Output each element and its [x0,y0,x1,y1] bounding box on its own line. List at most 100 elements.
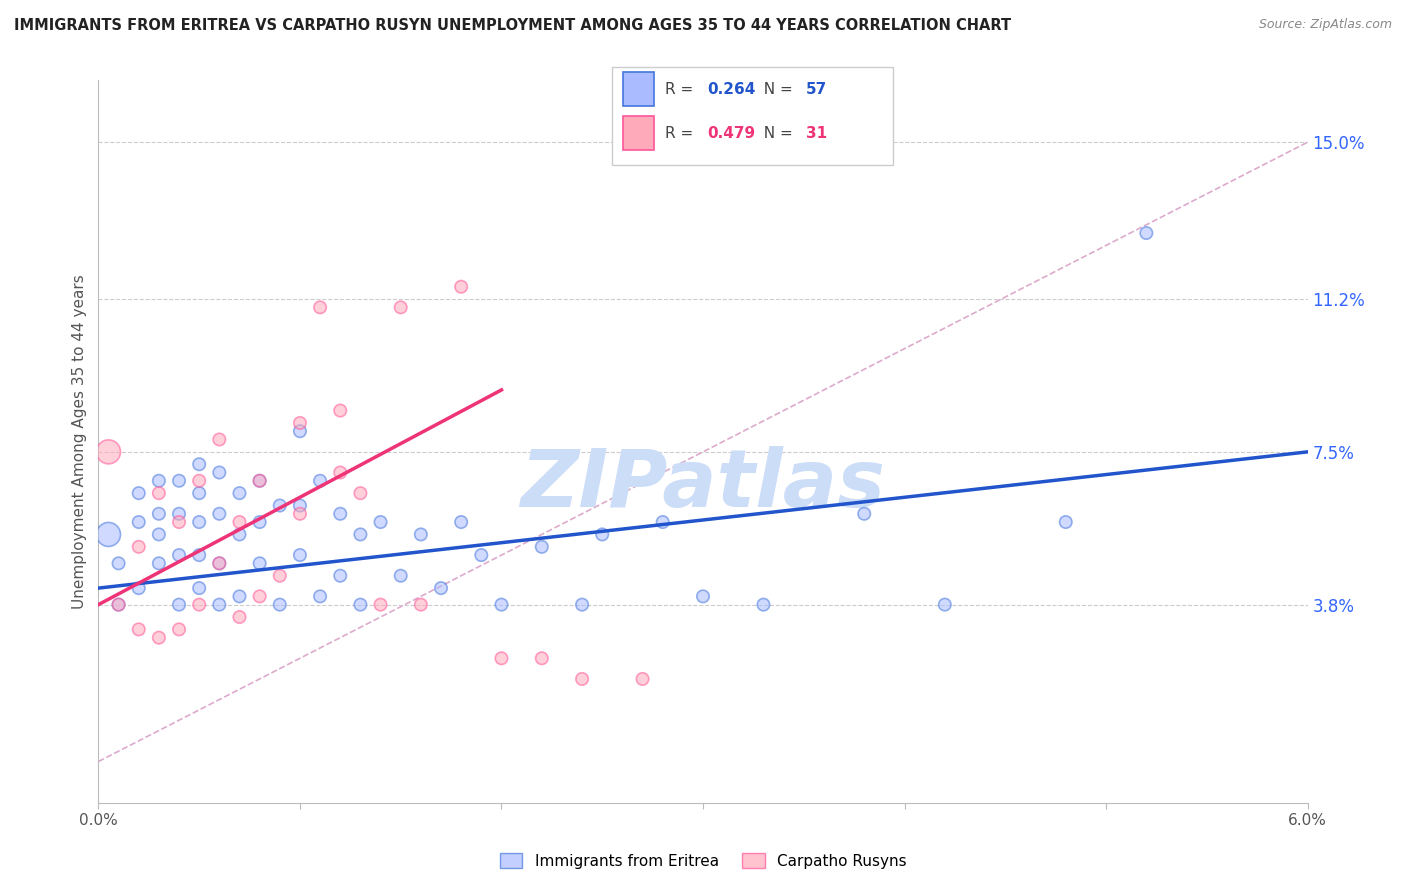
Point [309,474,332,488]
Point [269,499,291,513]
Text: 57: 57 [806,82,827,96]
Text: 0.479: 0.479 [707,126,755,141]
Text: R =: R = [665,126,699,141]
Text: ZIPatlas: ZIPatlas [520,446,886,524]
Point [249,474,271,488]
Point [530,651,553,665]
Point [167,474,190,488]
Point [571,672,593,686]
Point [288,548,311,562]
Point [450,279,472,293]
Point [228,590,250,604]
Point [167,548,190,562]
Point [148,486,170,500]
Point [228,527,250,541]
Point [128,515,150,529]
Point [752,598,775,612]
Point [389,301,412,315]
Point [188,581,211,595]
Point [188,474,211,488]
Point [249,515,271,529]
Point [128,623,150,637]
Point [450,515,472,529]
Point [188,598,211,612]
Point [148,557,170,571]
Point [288,416,311,430]
Text: R =: R = [665,82,699,96]
Point [97,527,120,541]
Point [167,598,190,612]
Point [409,598,432,612]
Point [249,474,271,488]
Point [107,598,129,612]
Point [148,527,170,541]
Point [349,598,371,612]
Point [1135,226,1157,240]
Point [107,557,129,571]
Point [349,527,371,541]
Point [370,515,392,529]
Text: 0.264: 0.264 [707,82,755,96]
Point [349,486,371,500]
Point [631,672,654,686]
Point [370,598,392,612]
Point [208,507,231,521]
Point [329,403,352,417]
Point [288,499,311,513]
Point [269,568,291,582]
Point [188,486,211,500]
Point [309,590,332,604]
Point [571,598,593,612]
Point [208,598,231,612]
Point [249,590,271,604]
Point [530,540,553,554]
Text: N =: N = [754,126,797,141]
Point [208,557,231,571]
Point [934,598,956,612]
Point [288,424,311,438]
Point [228,515,250,529]
Point [188,515,211,529]
Point [491,598,513,612]
Point [329,507,352,521]
Point [309,301,332,315]
Point [167,515,190,529]
Point [128,486,150,500]
Point [167,623,190,637]
Point [853,507,876,521]
Point [148,631,170,645]
Point [491,651,513,665]
Point [107,598,129,612]
Point [329,466,352,480]
Point [591,527,613,541]
Point [470,548,492,562]
Point [128,581,150,595]
Text: Source: ZipAtlas.com: Source: ZipAtlas.com [1258,18,1392,31]
Point [249,557,271,571]
Point [651,515,673,529]
Point [269,598,291,612]
Point [208,466,231,480]
Text: IMMIGRANTS FROM ERITREA VS CARPATHO RUSYN UNEMPLOYMENT AMONG AGES 35 TO 44 YEARS: IMMIGRANTS FROM ERITREA VS CARPATHO RUSY… [14,18,1011,33]
Point [128,540,150,554]
Point [188,457,211,471]
Point [692,590,714,604]
Point [288,507,311,521]
Point [148,474,170,488]
Point [148,507,170,521]
Point [208,557,231,571]
Point [409,527,432,541]
Point [208,433,231,447]
Text: 31: 31 [806,126,827,141]
Legend: Immigrants from Eritrea, Carpatho Rusyns: Immigrants from Eritrea, Carpatho Rusyns [494,847,912,875]
Text: N =: N = [754,82,797,96]
Point [228,486,250,500]
Point [1054,515,1077,529]
Point [188,548,211,562]
Point [389,568,412,582]
Y-axis label: Unemployment Among Ages 35 to 44 years: Unemployment Among Ages 35 to 44 years [72,274,87,609]
Point [97,445,120,459]
Point [167,507,190,521]
Point [228,610,250,624]
Point [430,581,453,595]
